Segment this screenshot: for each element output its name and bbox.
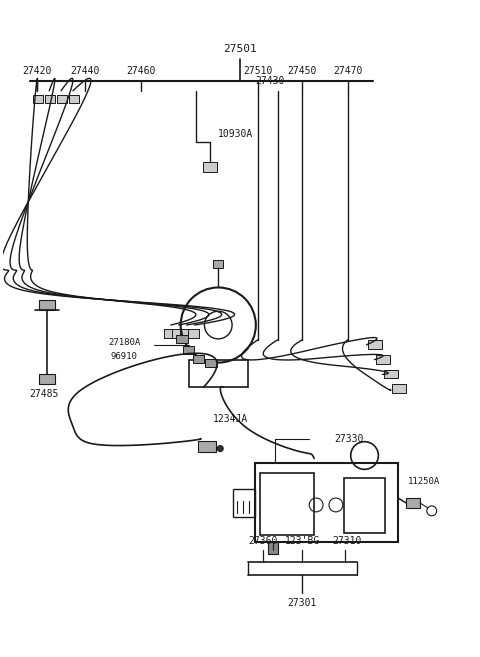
Bar	[189, 359, 248, 388]
Text: 27330: 27330	[334, 434, 363, 443]
Bar	[213, 260, 223, 267]
Text: 27180A: 27180A	[108, 338, 141, 348]
Text: 27460: 27460	[126, 66, 156, 76]
Bar	[255, 463, 398, 543]
Text: 27510: 27510	[243, 66, 273, 76]
Bar	[39, 374, 55, 384]
Bar	[34, 95, 43, 102]
Bar	[260, 473, 314, 535]
Text: 11250A: 11250A	[408, 477, 440, 486]
Bar	[233, 489, 255, 517]
Bar	[406, 498, 420, 508]
Bar	[188, 329, 200, 338]
Text: 27360: 27360	[248, 535, 277, 545]
Bar	[268, 543, 277, 555]
Bar	[164, 329, 176, 338]
Text: 27440: 27440	[70, 66, 99, 76]
Bar	[376, 355, 390, 363]
Circle shape	[217, 445, 223, 451]
Bar	[39, 300, 55, 310]
Text: 123'BG: 123'BG	[285, 535, 320, 545]
Text: 1234JA: 1234JA	[213, 414, 248, 424]
Bar	[204, 162, 217, 172]
Text: 27310: 27310	[332, 535, 361, 545]
Text: 27450: 27450	[288, 66, 317, 76]
Bar	[199, 441, 216, 451]
Text: 27430: 27430	[255, 76, 284, 86]
Text: 10930A: 10930A	[217, 129, 252, 139]
Bar	[384, 369, 398, 378]
Bar	[392, 384, 406, 394]
Bar	[182, 346, 194, 354]
Text: 27470: 27470	[333, 66, 362, 76]
Bar	[344, 478, 385, 533]
Bar	[172, 329, 184, 338]
Text: 27485: 27485	[30, 389, 59, 399]
Bar	[176, 335, 188, 343]
Text: 27301: 27301	[288, 598, 317, 608]
Bar	[57, 95, 67, 102]
Bar	[45, 95, 55, 102]
Text: 96910: 96910	[111, 352, 138, 361]
Bar	[180, 329, 192, 338]
Bar	[69, 95, 79, 102]
Bar	[205, 359, 216, 367]
Bar	[192, 355, 204, 363]
Bar	[369, 340, 383, 349]
Text: 27420: 27420	[23, 66, 52, 76]
Text: 27501: 27501	[223, 44, 257, 55]
